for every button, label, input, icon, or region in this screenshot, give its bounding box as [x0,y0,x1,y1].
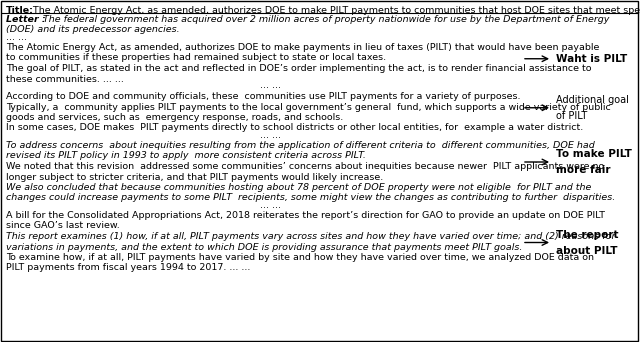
Text: This report examines (1) how, if at all, PILT payments vary across sites and how: This report examines (1) how, if at all,… [6,232,616,241]
Text: (DOE) and its predecessor agencies.: (DOE) and its predecessor agencies. [6,26,180,35]
Text: PILT payments from fiscal years 1994 to 2017. ... ...: PILT payments from fiscal years 1994 to … [6,263,250,273]
Text: The Atomic Energy Act, as amended, authorizes DOE to make payments in lieu of ta: The Atomic Energy Act, as amended, autho… [6,43,600,52]
Text: We also concluded that because communities hosting about 78 percent of DOE prope: We also concluded that because communiti… [6,183,591,192]
Text: Waht is PILT: Waht is PILT [556,54,627,64]
Text: To make PILT: To make PILT [556,149,632,159]
Text: goods and services, such as  emergency response, roads, and schools.: goods and services, such as emergency re… [6,113,343,122]
Text: about PILT: about PILT [556,246,618,255]
Text: The report: The report [556,229,618,239]
Text: to communities if these properties had remained subject to state or local taxes.: to communities if these properties had r… [6,53,386,63]
Text: Letter :: Letter : [6,15,45,24]
Text: ... ...: ... ... [259,131,280,140]
Bar [5,64,520,86]
Bar [5,232,520,254]
Text: Title:: Title: [6,6,34,15]
Text: these communities. ... ...: these communities. ... ... [6,75,124,83]
Text: ... ...: ... ... [259,81,280,91]
Text: To address concerns  about inequities resulting from the application of differen: To address concerns about inequities res… [6,141,595,150]
Text: more fair: more fair [556,165,611,175]
Text: revised its PILT policy in 1993 to apply  more consistent criteria across PILT.: revised its PILT policy in 1993 to apply… [6,152,366,160]
Text: We noted that this revision  addressed some communities’ concerns about inequiti: We noted that this revision addressed so… [6,162,604,171]
Text: A bill for the Consolidated Appropriations Act, 2018 reiterates the report’s dir: A bill for the Consolidated Appropriatio… [6,211,605,220]
Bar [5,141,520,163]
Text: In some cases, DOE makes  PILT payments directly to school districts or other lo: In some cases, DOE makes PILT payments d… [6,123,583,132]
Bar [5,15,520,34]
Text: ... ...: ... ... [6,32,27,41]
Text: Typically, a  community applies PILT payments to the local government’s general : Typically, a community applies PILT paym… [6,103,611,111]
Text: longer subject to stricter criteria, and that PILT payments would likely increas: longer subject to stricter criteria, and… [6,172,383,182]
Text: ... ...: ... ... [259,200,280,210]
Text: According to DOE and community officials, these  communities use PILT payments f: According to DOE and community officials… [6,92,520,101]
Text: The goal of PILT, as stated in the act and reflected in DOE’s order implementing: The goal of PILT, as stated in the act a… [6,64,591,73]
Text: of PILT: of PILT [556,111,588,121]
Text: The federal government has acquired over 2 million acres of property nationwide : The federal government has acquired over… [40,15,609,24]
Text: since GAO’s last review.: since GAO’s last review. [6,222,120,231]
Text: variations in payments, and the extent to which DOE is providing assurance that : variations in payments, and the extent t… [6,242,522,251]
Text: To examine how, if at all, PILT payments have varied by site and how they have v: To examine how, if at all, PILT payments… [6,253,594,262]
Text: The Atomic Energy Act, as amended, authorizes DOE to make PILT payments to commu: The Atomic Energy Act, as amended, autho… [30,6,640,15]
Text: Additional goal: Additional goal [556,95,629,105]
Text: changes could increase payments to some PILT  recipients, some might view the ch: changes could increase payments to some … [6,194,615,202]
Bar [5,183,520,205]
